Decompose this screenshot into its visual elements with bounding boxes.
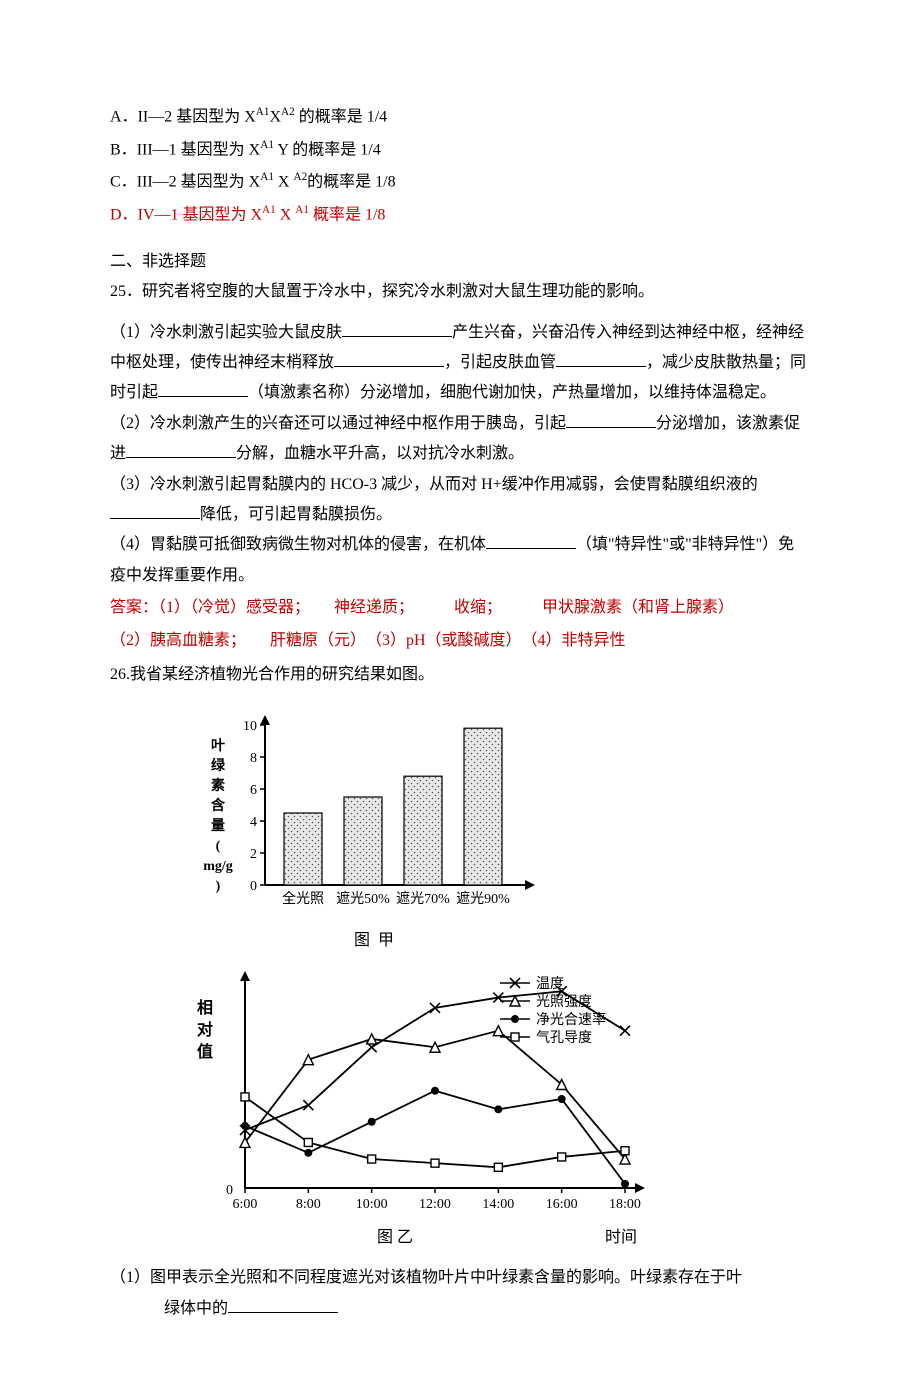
chart-jia: 叶绿素含量 ( mg/g) 0 2 4 6 8 10 全光照遮光50% 遮光70% 遮光90% [200, 710, 550, 920]
svg-text:量: 量 [211, 818, 225, 834]
chart-jia-caption: 图 甲 [200, 926, 550, 956]
opt-A-prefix: A． [110, 108, 138, 125]
svg-text:含: 含 [211, 797, 226, 814]
blank [228, 1296, 338, 1313]
blank [110, 502, 200, 519]
chart-yi-caption-row: 图 乙 时间 [185, 1223, 665, 1253]
svg-text:18:00: 18:00 [609, 1197, 641, 1212]
svg-text:16:00: 16:00 [546, 1197, 578, 1212]
q25-p2: （2）冷水刺激产生的兴奋还可以通过神经中枢作用于胰岛，引起分泌增加，该激素促进分… [110, 409, 810, 470]
svg-text:0: 0 [226, 1183, 233, 1198]
svg-text:(: ( [216, 839, 221, 854]
svg-text:值: 值 [197, 1042, 213, 1061]
blank [556, 350, 646, 367]
svg-text:遮光50%: 遮光50% [336, 891, 390, 907]
q25-body: （1）冷水刺激引起实验大鼠皮肤产生兴奋，兴奋沿传入神经到达神经中枢，经神经中枢处… [110, 318, 810, 409]
chart-yi-time-label: 时间 [605, 1223, 637, 1253]
svg-text:6: 6 [250, 783, 257, 798]
svg-text:10: 10 [243, 719, 257, 734]
option-C: C．III—2 基因型为 XA1 X A2的概率是 1/8 [110, 167, 810, 198]
opt-B-prefix: B． [110, 141, 137, 158]
svg-text:遮光90%: 遮光90% [456, 891, 510, 907]
svg-text:素: 素 [211, 777, 225, 794]
svg-text:0: 0 [250, 879, 257, 894]
svg-text:遮光70%: 遮光70% [396, 891, 450, 907]
q25-p3: （3）冷水刺激引起胃黏膜内的 HCO-3 减少，从而对 H+缓冲作用减弱，会使胃… [110, 470, 810, 531]
svg-text:6:00: 6:00 [233, 1197, 258, 1212]
opt-C-prefix: C． [110, 174, 137, 191]
chart-yi: 相对值 06:00 8:00 10:00 12:00 14:00 16:00 18:00 温度光… [185, 963, 665, 1223]
svg-text:绿: 绿 [211, 757, 226, 774]
svg-text:全光照: 全光照 [282, 890, 324, 907]
q26-sub1b: 绿体中的 [110, 1294, 810, 1324]
svg-text:气孔导度: 气孔导度 [536, 1030, 592, 1046]
option-B: B．III—1 基因型为 XA1 Y 的概率是 1/4 [110, 135, 810, 166]
blank [126, 441, 236, 458]
svg-text:对: 对 [197, 1020, 213, 1039]
svg-text:净光合速率: 净光合速率 [536, 1011, 606, 1028]
svg-text:14:00: 14:00 [482, 1197, 514, 1212]
svg-text:4: 4 [250, 815, 257, 830]
q25-answer-1: 答案：（1）（冷觉）感受器； 神经递质； 收缩； 甲状腺激素（和肾上腺素） [110, 593, 810, 623]
svg-text:温度: 温度 [536, 976, 564, 992]
option-A: A．II—2 基因型为 XA1XA2 的概率是 1/4 [110, 102, 810, 133]
opt-D-prefix: D． [110, 206, 138, 223]
svg-text:10:00: 10:00 [356, 1197, 388, 1212]
q25-stem: 25．研究者将空腹的大鼠置于冷水中，探究冷水刺激对大鼠生理功能的影响。 [110, 277, 810, 307]
svg-text:8:00: 8:00 [296, 1197, 321, 1212]
blank [334, 350, 444, 367]
svg-text:2: 2 [250, 847, 257, 862]
svg-text:8: 8 [250, 751, 257, 766]
blank [342, 320, 452, 337]
svg-text:相: 相 [197, 998, 213, 1017]
svg-text:): ) [216, 879, 221, 894]
q25-answer-2: （2）胰高血糖素； 肝糖原（元） （3）pH（或酸碱度） （4）非特异性 [110, 626, 810, 656]
section-2-header: 二、非选择题 [110, 247, 810, 277]
svg-text:12:00: 12:00 [419, 1197, 451, 1212]
svg-text:光照强度: 光照强度 [536, 994, 592, 1010]
svg-text:叶: 叶 [211, 738, 225, 754]
blank [566, 411, 656, 428]
q26-sub1: （1）图甲表示全光照和不同程度遮光对该植物叶片中叶绿素含量的影响。叶绿素存在于叶 [110, 1263, 810, 1293]
option-D: D．IV—1 基因型为 XA1 X A1 概率是 1/8 [110, 200, 810, 231]
q26-stem: 26.我省某经济植物光合作用的研究结果如图。 [110, 660, 810, 690]
chart-yi-caption: 图 乙 [377, 1229, 413, 1246]
svg-text:mg/g: mg/g [203, 859, 233, 874]
blank [158, 380, 248, 397]
blank [486, 532, 576, 549]
q25-p4: （4）胃黏膜可抵御致病微生物对机体的侵害，在机体（填"特异性"或"非特异性"）免… [110, 530, 810, 591]
